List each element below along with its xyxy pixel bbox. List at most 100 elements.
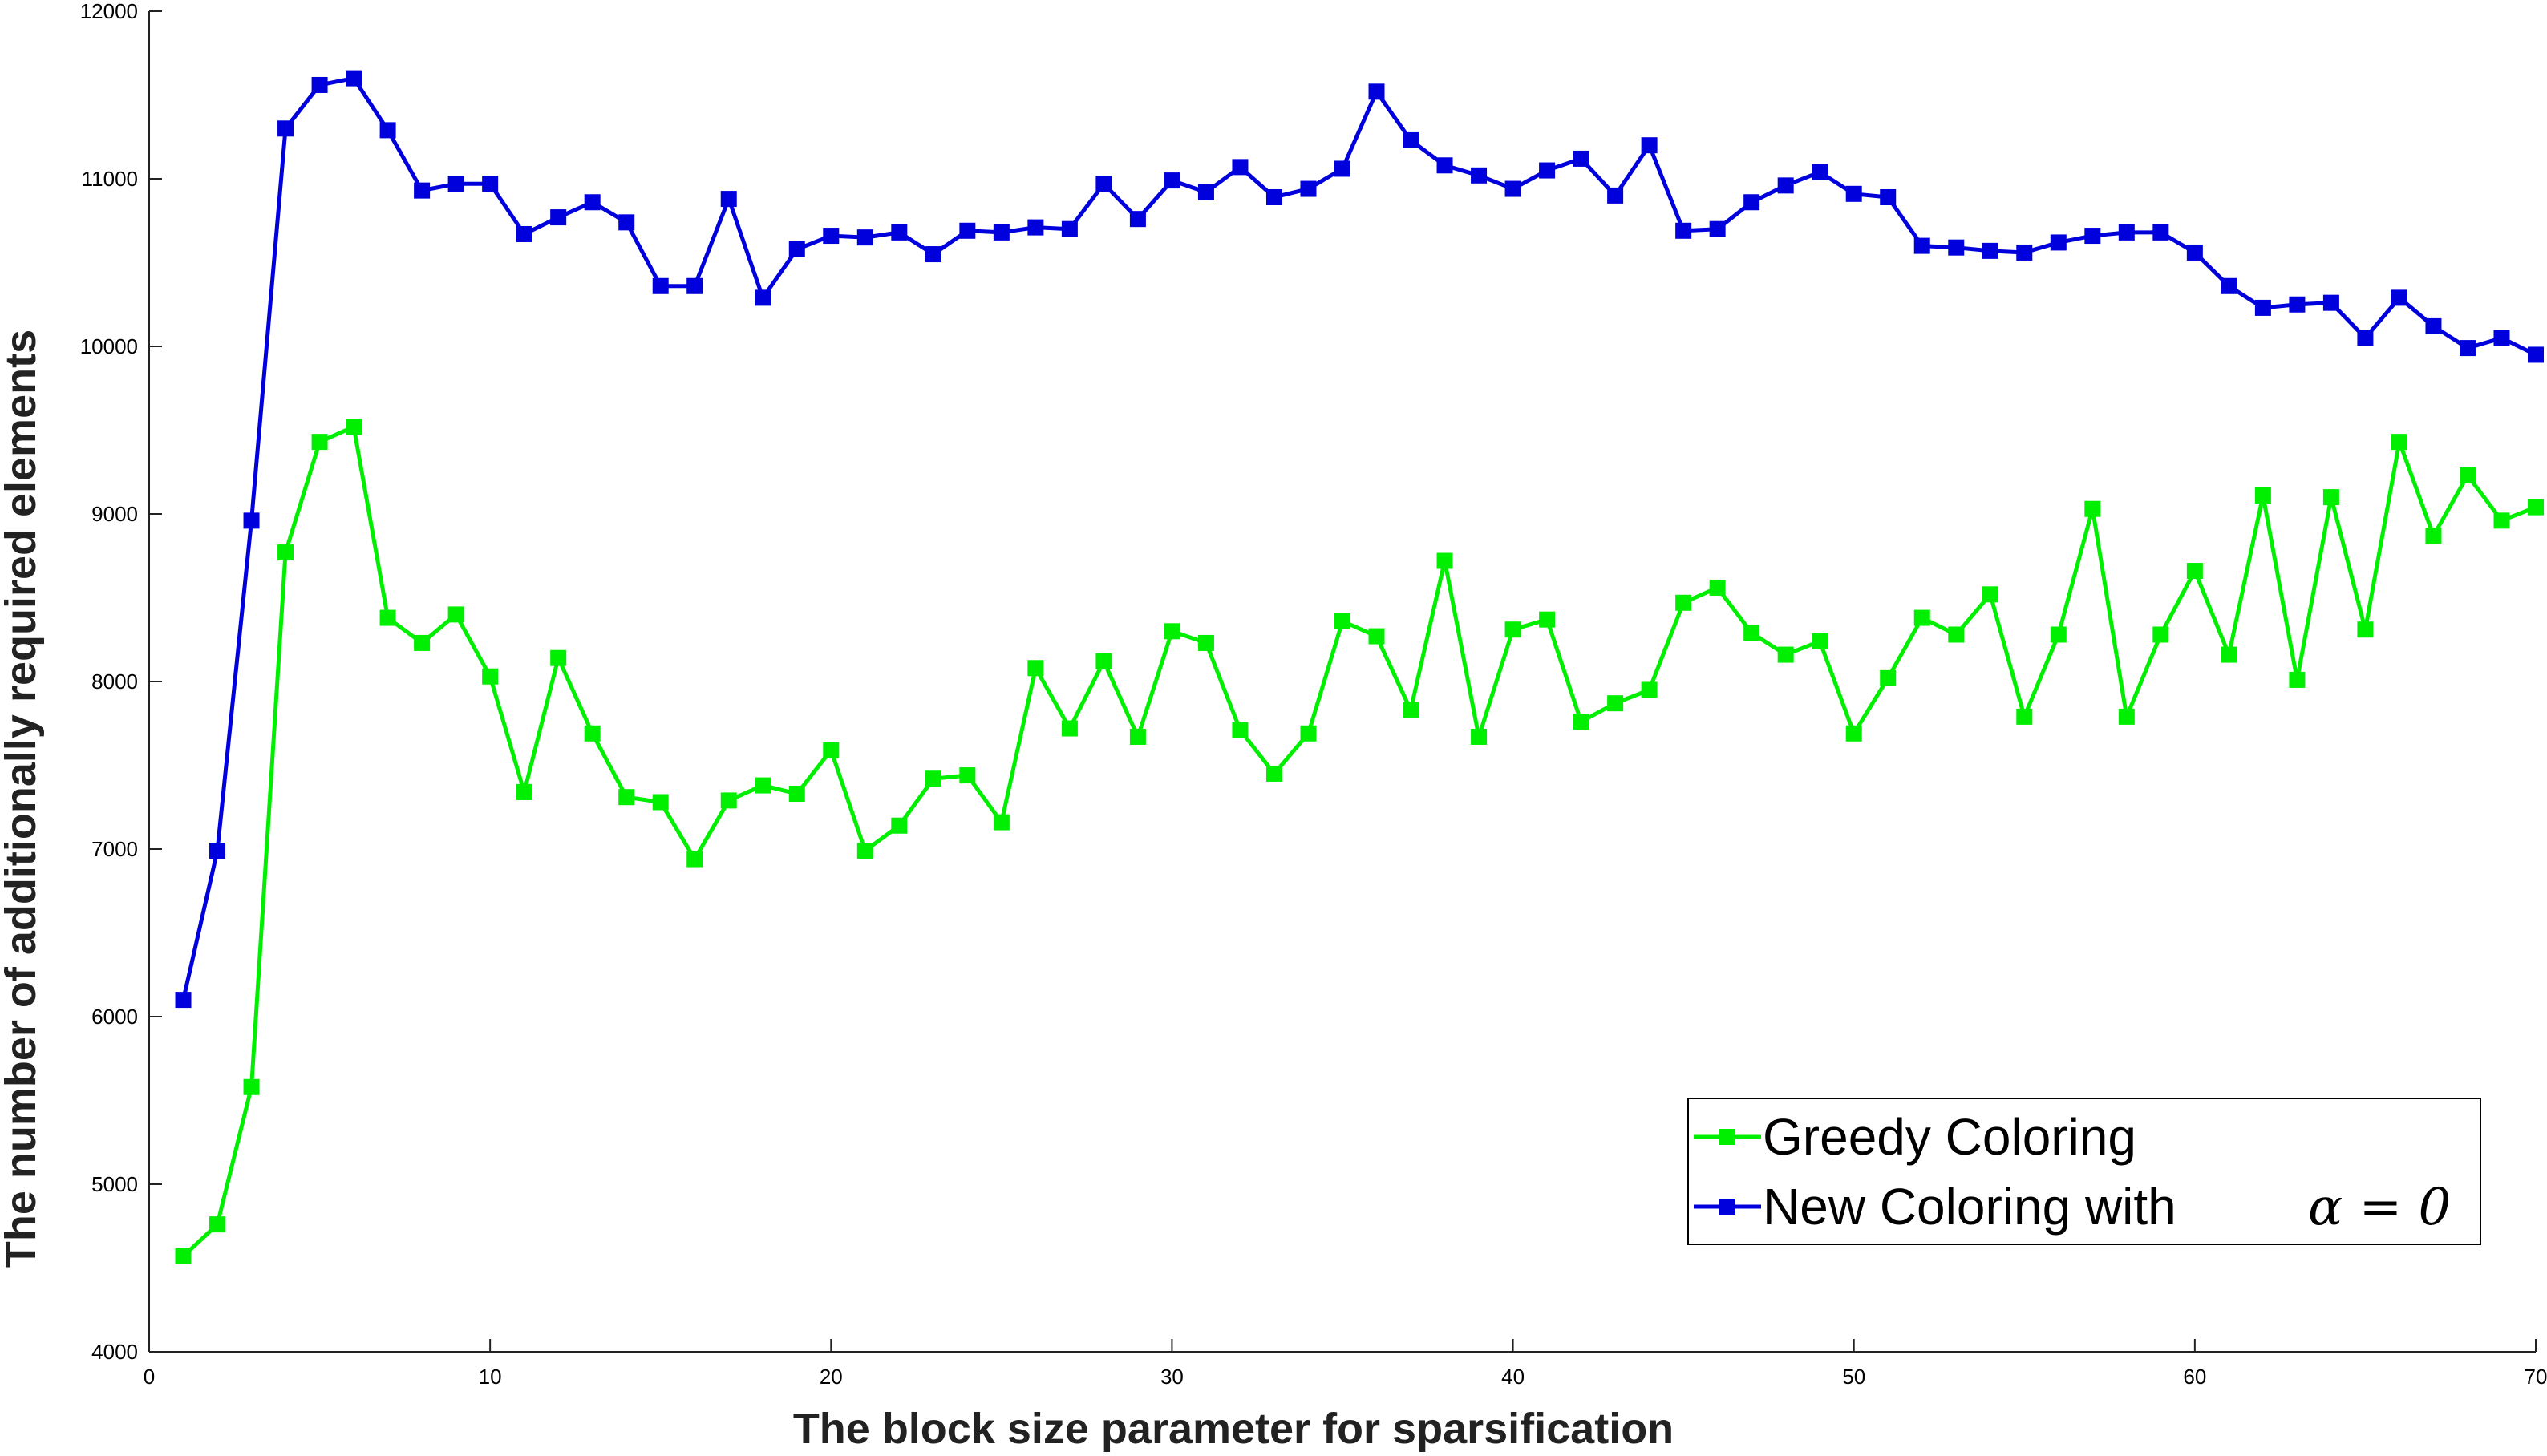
greedy-coloring-point: [1709, 579, 1726, 596]
greedy-coloring-point: [2084, 500, 2101, 517]
new-coloring-point: [1607, 187, 1624, 204]
new-coloring-point: [1812, 164, 1828, 180]
greedy-coloring-point: [1845, 725, 1862, 742]
y-tick-label: 12000: [80, 0, 138, 23]
greedy-coloring-point: [482, 668, 499, 685]
x-tick-label: 60: [2183, 1365, 2206, 1389]
new-coloring-point: [2084, 228, 2101, 245]
greedy-coloring-point: [1403, 702, 1419, 718]
greedy-coloring-point: [1334, 613, 1350, 629]
new-coloring-point: [959, 222, 976, 239]
greedy-coloring-point: [959, 767, 976, 784]
y-axis-title: The number of additionally required elem…: [0, 330, 45, 1268]
new-coloring-point: [1743, 194, 1760, 211]
greedy-coloring-point: [277, 544, 294, 561]
greedy-coloring-point: [346, 419, 362, 435]
greedy-coloring-point: [1471, 728, 1488, 745]
new-coloring-point: [2425, 317, 2442, 334]
new-coloring-point: [1164, 172, 1180, 189]
greedy-coloring-point: [2289, 671, 2306, 688]
new-coloring-point: [1709, 220, 1726, 237]
new-coloring-point: [1641, 137, 1658, 154]
new-coloring-point: [686, 277, 703, 294]
new-coloring-point: [1948, 239, 1965, 256]
greedy-coloring-point: [1573, 714, 1589, 730]
new-coloring-point: [1471, 167, 1488, 184]
x-tick-label: 20: [820, 1365, 843, 1389]
greedy-coloring-point: [243, 1078, 260, 1095]
greedy-coloring-point: [1641, 681, 1658, 698]
greedy-coloring-point: [516, 783, 532, 800]
new-coloring-point: [652, 277, 669, 294]
greedy-coloring-point: [652, 794, 669, 811]
new-coloring-point: [175, 992, 192, 1009]
new-coloring-point: [1061, 220, 1078, 237]
new-coloring-point: [618, 214, 635, 231]
greedy-coloring-point: [550, 649, 567, 666]
x-tick-label: 30: [1160, 1365, 1184, 1389]
y-tick-label: 11000: [82, 167, 138, 191]
new-coloring-point: [1368, 83, 1385, 100]
greedy-coloring-point: [1743, 625, 1760, 641]
greedy-coloring-point: [2118, 708, 2135, 725]
y-tick-label: 9000: [91, 502, 138, 526]
new-coloring-point: [2459, 340, 2476, 357]
new-coloring-point: [2289, 296, 2306, 313]
greedy-coloring-point: [1948, 626, 1965, 643]
new-coloring-point: [2016, 244, 2033, 261]
y-tick-label: 8000: [91, 669, 138, 694]
new-coloring-point: [755, 289, 771, 306]
greedy-coloring-point: [379, 609, 396, 626]
new-coloring-point: [379, 122, 396, 139]
legend-new-marker: [1719, 1199, 1735, 1215]
new-coloring-point: [1300, 180, 1317, 197]
greedy-coloring-point: [2357, 621, 2374, 638]
greedy-coloring-point: [925, 770, 941, 787]
new-coloring-point: [482, 176, 499, 192]
new-coloring-point: [823, 228, 840, 245]
new-coloring-point: [788, 241, 805, 257]
greedy-coloring-point: [2459, 467, 2476, 483]
new-coloring-point: [2221, 277, 2237, 294]
x-axis-title: The block size parameter for sparsificat…: [793, 1405, 1674, 1453]
greedy-coloring-point: [2254, 487, 2271, 504]
new-coloring-point: [1027, 219, 1044, 236]
new-coloring-point: [1403, 131, 1419, 148]
greedy-coloring-point: [1607, 695, 1624, 712]
greedy-coloring-point: [2493, 512, 2510, 529]
greedy-coloring-point: [1164, 623, 1180, 640]
new-coloring-point: [584, 194, 601, 211]
new-coloring-point: [925, 246, 941, 263]
greedy-coloring-point: [755, 777, 771, 794]
new-coloring-point: [447, 176, 464, 192]
new-coloring-point: [311, 76, 328, 93]
greedy-coloring-point: [414, 634, 431, 651]
new-coloring-point: [1675, 222, 1692, 239]
greedy-coloring-point: [1880, 669, 1897, 686]
y-tick-label: 4000: [91, 1340, 138, 1364]
new-coloring-line: [181, 76, 2537, 1001]
new-coloring-point: [1334, 160, 1350, 177]
greedy-coloring-point: [618, 789, 635, 806]
greedy-coloring-point: [1061, 720, 1078, 737]
x-tick-label: 0: [144, 1365, 155, 1389]
greedy-coloring-point: [1675, 594, 1692, 611]
greedy-coloring-point: [1368, 628, 1385, 645]
greedy-coloring-point: [2186, 563, 2203, 580]
greedy-coloring-point: [2391, 434, 2407, 451]
greedy-coloring-point: [1539, 611, 1556, 628]
legend-greedy-marker: [1719, 1129, 1735, 1145]
greedy-coloring-point: [891, 817, 908, 834]
new-coloring-point: [1129, 211, 1146, 228]
greedy-coloring-point: [1027, 660, 1044, 677]
new-coloring-point: [2186, 244, 2203, 261]
new-coloring-point: [1265, 188, 1282, 205]
greedy-coloring-point: [311, 434, 328, 451]
new-coloring-point: [1982, 242, 1998, 259]
new-coloring-point: [1573, 150, 1589, 167]
y-tick-label: 7000: [91, 837, 138, 861]
legend-new-label: New Coloring with: [1763, 1178, 2176, 1236]
new-coloring-point: [1436, 157, 1453, 174]
greedy-coloring-point: [993, 814, 1010, 831]
